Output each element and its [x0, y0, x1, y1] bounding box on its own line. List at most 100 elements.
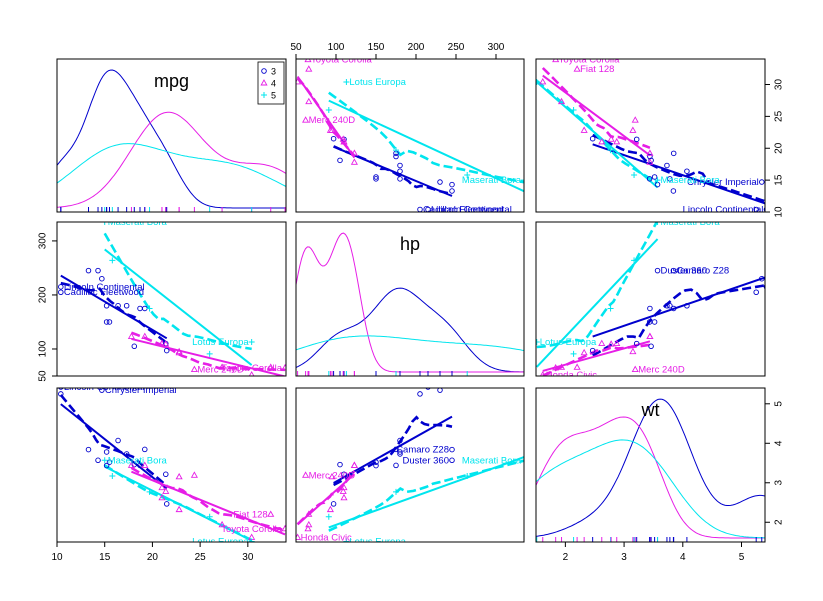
panel-frame: [56, 387, 287, 543]
point-label: Lotus Europa: [192, 337, 249, 348]
data-point: [302, 471, 310, 478]
data-point: [393, 488, 399, 495]
data-point: [557, 363, 566, 370]
point-label: Lotus Europa: [540, 337, 597, 348]
legend-entry-3: 3: [271, 67, 276, 77]
data-point: [684, 168, 690, 174]
smooth-line-group-4: [542, 343, 651, 376]
data-point: [759, 275, 765, 282]
data-point: [449, 188, 455, 194]
panel-frame: [295, 221, 525, 377]
point-label: Honda Civic: [546, 370, 597, 381]
data-point: [190, 365, 198, 372]
point-label: Lincoln Continental: [431, 204, 512, 215]
point-label: Toyota Corolla: [559, 55, 620, 66]
regression-line-group-3: [592, 276, 765, 338]
data-point: [633, 136, 640, 143]
point-label: Lincoln Continental: [64, 282, 145, 293]
data-point: [305, 97, 313, 105]
data-point: [753, 289, 759, 295]
legend-marker: [261, 68, 267, 74]
axes-layer: 10 15 20 25 30 2 3 4 550 100 150 200 250 300501002003…: [38, 42, 785, 563]
data-point: [607, 135, 615, 142]
data-point: [330, 135, 337, 142]
data-point: [631, 116, 639, 123]
data-point: [633, 340, 640, 347]
data-point: [115, 303, 121, 309]
data-point: [58, 289, 64, 295]
data-point: [350, 158, 358, 165]
data-point: [613, 339, 621, 347]
data-point: [552, 363, 560, 371]
data-point: [123, 303, 130, 309]
tick-label: 2: [563, 552, 569, 563]
data-point: [206, 350, 213, 357]
data-point: [670, 150, 677, 157]
density-mpg-group-5: [57, 143, 286, 187]
data-point: [684, 303, 690, 309]
density-wt-group-5: [536, 439, 765, 539]
data-point: [646, 176, 653, 182]
data-point: [137, 462, 143, 469]
data-point: [631, 172, 638, 179]
data-point: [163, 471, 169, 478]
point-label: Toyota Corolla: [221, 363, 282, 374]
tick-label: 15: [774, 174, 785, 186]
data-point: [648, 157, 654, 164]
data-point: [131, 343, 138, 350]
tick-label: 300: [488, 42, 505, 53]
data-point: [539, 370, 546, 376]
data-point: [654, 222, 661, 225]
data-point: [539, 78, 547, 85]
data-point: [536, 338, 540, 345]
data-point: [325, 107, 332, 113]
point-label: Toyota Corolla: [221, 524, 282, 535]
point-label: Cadillac Fleetwood: [423, 204, 503, 215]
data-point: [109, 473, 116, 480]
legend-entry-5: 5: [271, 91, 276, 101]
density-mpg-group-3: [57, 69, 286, 209]
data-point: [449, 446, 455, 453]
regression-line-group-3: [60, 274, 168, 340]
data-point: [248, 338, 255, 345]
data-point: [190, 471, 198, 478]
data-point: [373, 176, 379, 182]
smooth-line-group-4: [130, 466, 286, 532]
panel-frame: [295, 387, 525, 543]
data-point: [647, 305, 653, 312]
regression-line-group-3: [60, 403, 168, 490]
point-label: Lincoln Continental: [683, 204, 764, 215]
panel-frame: [56, 221, 287, 377]
data-point: [248, 538, 255, 542]
data-point: [305, 520, 313, 528]
data-point: [158, 493, 166, 501]
data-point: [646, 319, 653, 325]
point-label: Merc 240D: [638, 365, 685, 376]
data-point: [607, 147, 614, 154]
point-label: Honda Civic: [301, 532, 352, 543]
data-point: [304, 524, 312, 532]
data-point: [305, 510, 313, 517]
data-point: [557, 97, 566, 105]
data-point: [109, 257, 116, 264]
data-point: [58, 388, 64, 390]
data-point: [339, 487, 347, 494]
data-point: [521, 177, 524, 184]
data-point: [175, 505, 183, 513]
smooth-line-group-5: [104, 464, 253, 542]
data-point: [651, 174, 658, 180]
data-point: [763, 207, 765, 212]
data-point: [437, 179, 443, 185]
regression-line-group-3: [592, 143, 765, 205]
density-hp-group-5: [296, 335, 524, 351]
data-point: [646, 332, 654, 340]
data-point: [95, 457, 101, 464]
data-point: [85, 446, 92, 453]
tick-label: 3: [774, 480, 785, 486]
data-point: [670, 267, 677, 274]
data-point: [373, 462, 379, 469]
smooth-line-group-5: [328, 91, 524, 184]
data-point: [573, 65, 581, 72]
